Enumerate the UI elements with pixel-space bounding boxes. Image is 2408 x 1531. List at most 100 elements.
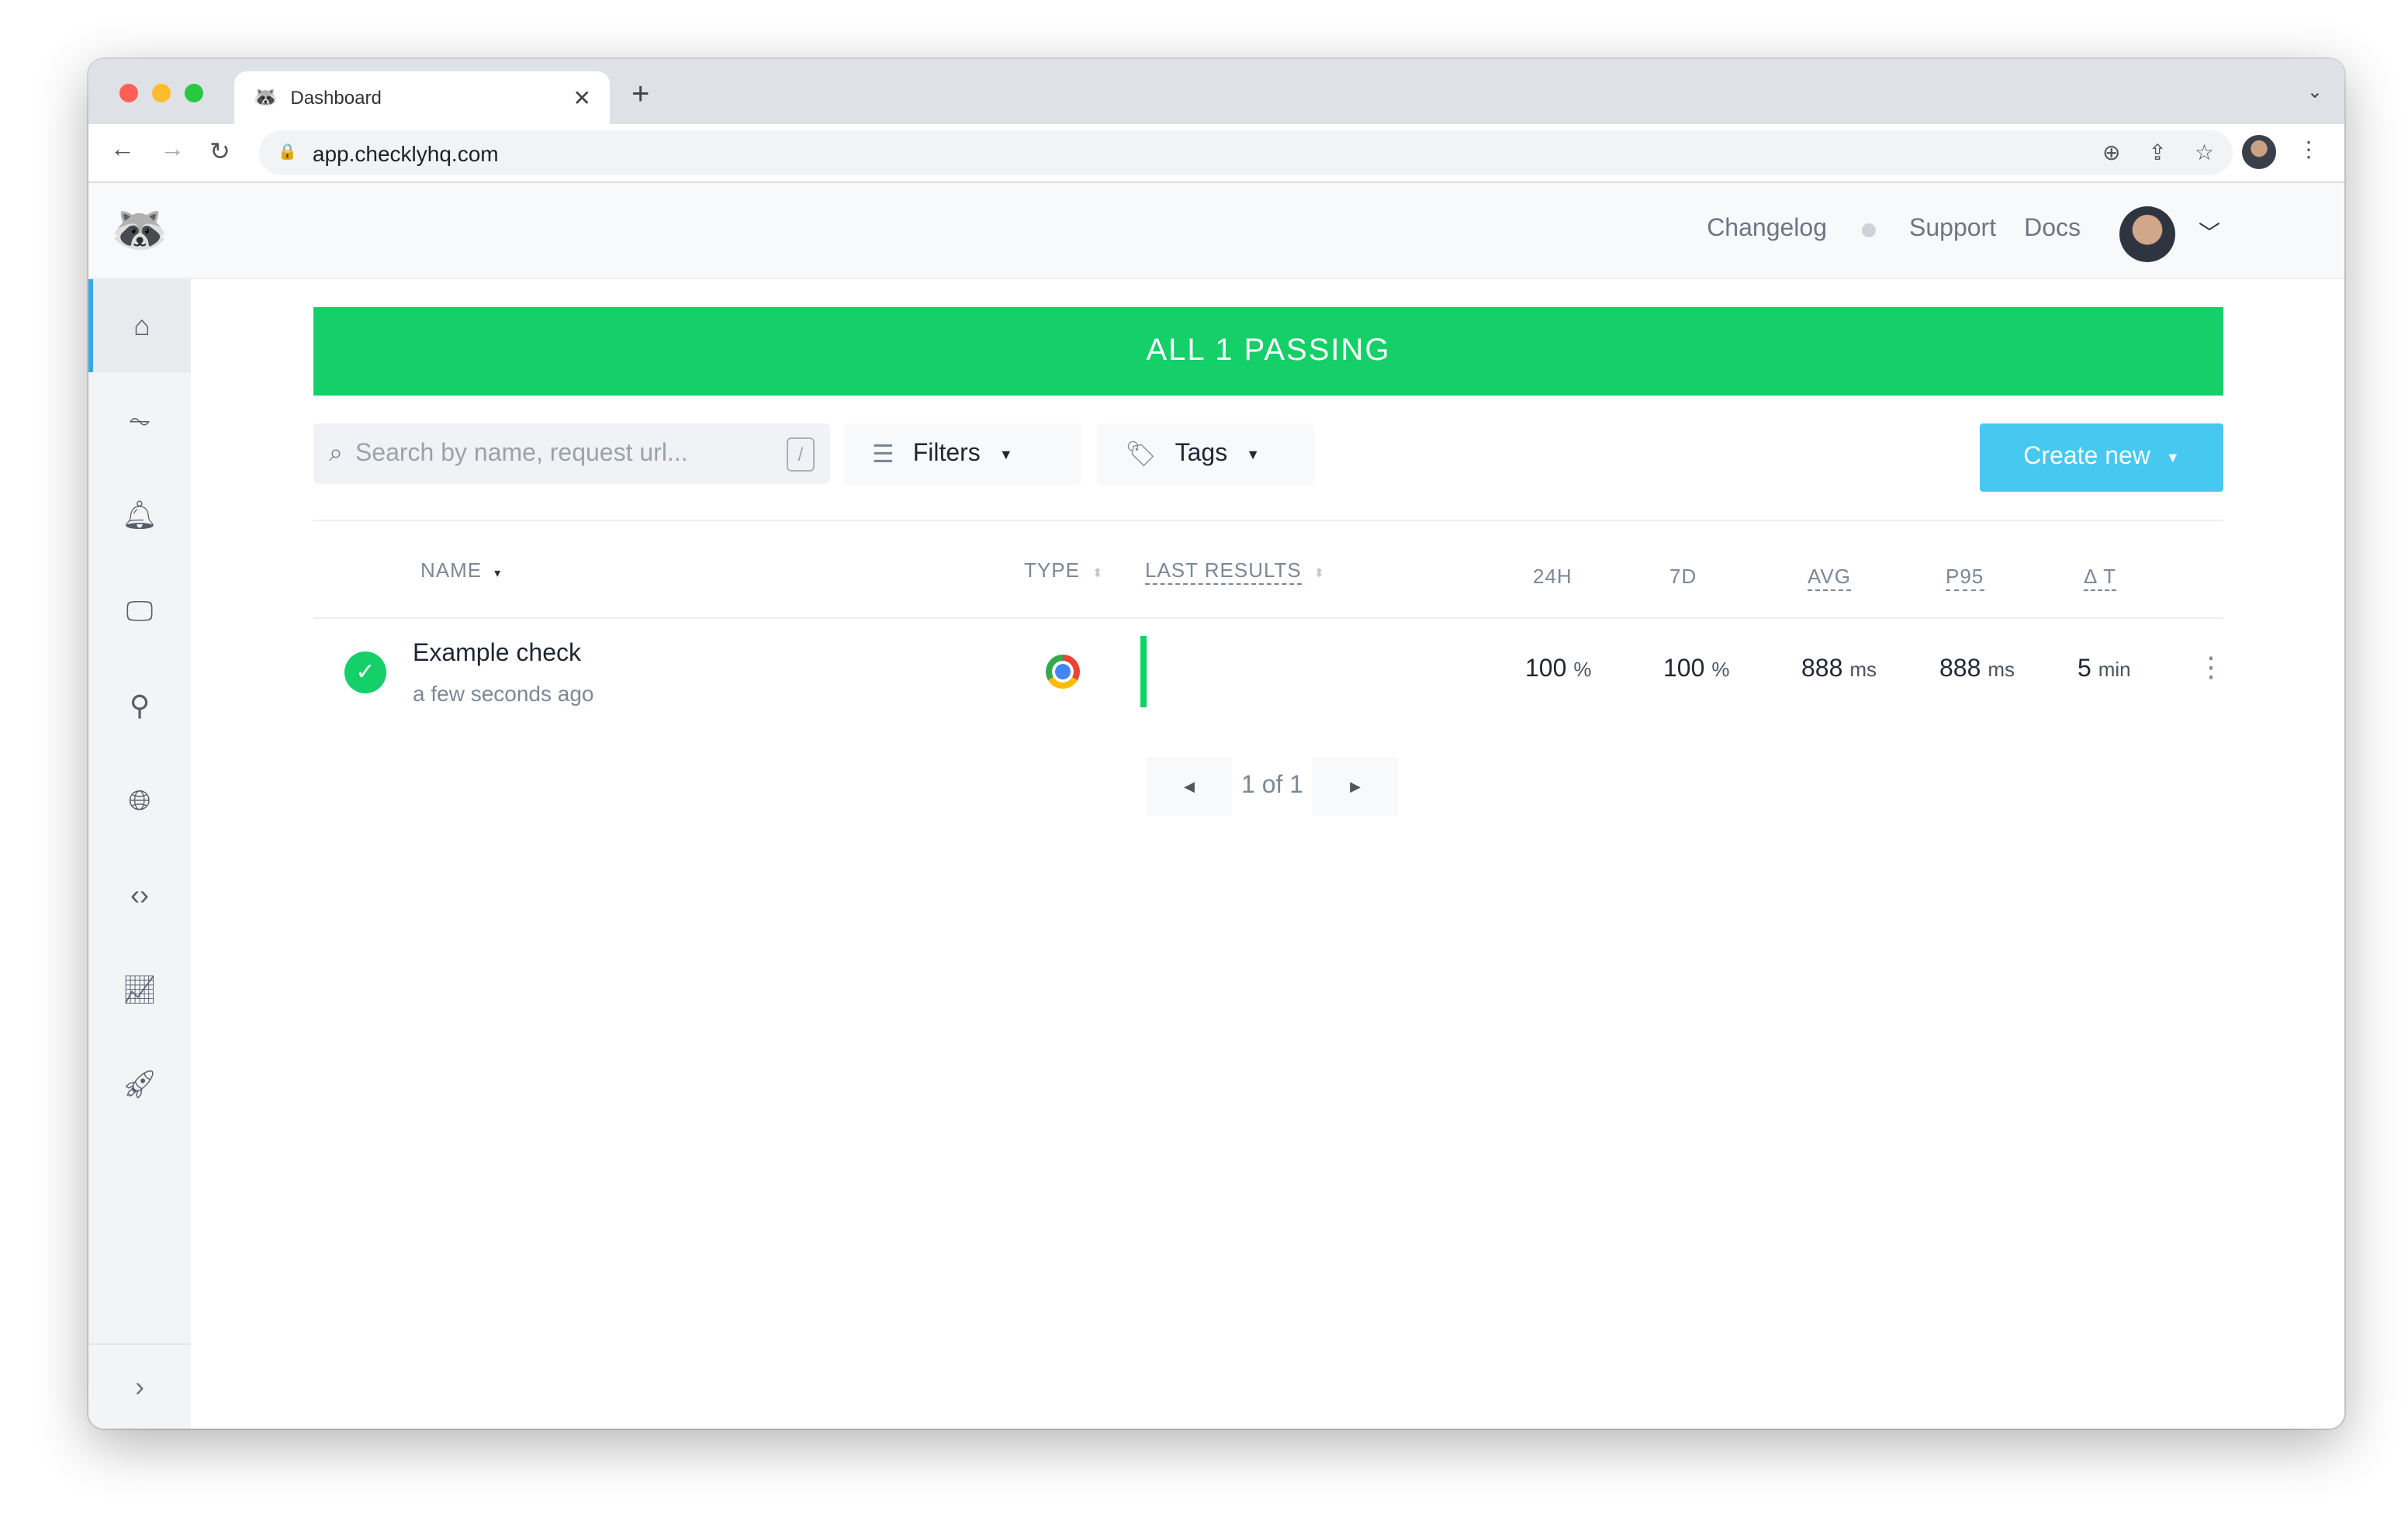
prev-page-button[interactable]: ◀ xyxy=(1147,757,1232,816)
chart-line-icon: 📈︎ xyxy=(122,973,157,1004)
sidebar-item-dashboards[interactable]: 🖵 xyxy=(88,565,191,658)
app-header: 🦝 Changelog Support Docs ﹀ xyxy=(88,183,2344,279)
tags-button[interactable]: 🏷︎ Tags ▼ xyxy=(1097,423,1314,486)
value-24h: 100 % xyxy=(1525,656,1591,684)
caret-down-icon: ▼ xyxy=(1246,447,1261,462)
result-bar-passing[interactable] xyxy=(1140,636,1147,707)
back-icon[interactable]: ← xyxy=(110,137,135,163)
value-number: 100 xyxy=(1525,656,1567,683)
close-window-button[interactable] xyxy=(119,84,138,102)
share-icon[interactable]: ⇪ xyxy=(2148,140,2167,164)
sort-icon: ▾ xyxy=(494,566,502,580)
tab-bar: 🦝 Dashboard ✕ + ⌄ xyxy=(88,59,2344,124)
value-7d: 100 % xyxy=(1663,656,1729,684)
sort-icon: ⬍ xyxy=(1092,566,1104,580)
next-page-button[interactable]: ▶ xyxy=(1313,757,1399,816)
user-avatar[interactable] xyxy=(2119,206,2175,262)
lock-icon: 🔒 xyxy=(278,144,297,161)
docs-link[interactable]: Docs xyxy=(2024,216,2081,242)
more-vert-icon[interactable]: ⋮ xyxy=(2298,137,2320,161)
maximize-window-button[interactable] xyxy=(185,84,203,102)
column-last-results-label: LAST RESULTS xyxy=(1145,558,1302,585)
caret-down-icon: ▼ xyxy=(2165,450,2180,465)
chevron-right-icon: › xyxy=(135,1370,144,1401)
tab-title: Dashboard xyxy=(290,87,382,109)
sidebar-item-getting-started[interactable]: 🚀︎ xyxy=(88,1038,191,1131)
table-row[interactable]: ✓ Example check a few seconds ago 100 % … xyxy=(313,617,2225,726)
column-7d: 7D xyxy=(1669,565,1697,588)
column-last-results[interactable]: LAST RESULTS ⬍ xyxy=(1145,558,1325,585)
value-unit: ms xyxy=(1988,658,2015,681)
expand-sidebar-button[interactable]: › xyxy=(88,1343,191,1429)
sidebar-item-reporting[interactable]: 📈︎ xyxy=(88,943,191,1036)
checkly-logo[interactable]: 🦝 xyxy=(110,205,169,256)
value-number: 100 xyxy=(1663,656,1705,683)
search-icon: ⌕ xyxy=(329,440,343,466)
check-updated: a few seconds ago xyxy=(413,681,594,706)
filter-icon: ☰ xyxy=(872,442,894,468)
column-name[interactable]: NAME ▾ xyxy=(420,558,501,582)
value-avg: 888 ms xyxy=(1801,656,1877,684)
column-24h: 24H xyxy=(1533,565,1572,588)
value-delta-t: 5 min xyxy=(2078,656,2131,684)
pagination: ◀ 1 of 1 ▶ xyxy=(1147,757,1399,816)
page-indicator: 1 of 1 xyxy=(1241,772,1304,799)
new-tab-icon[interactable]: + xyxy=(631,78,650,112)
minimize-window-button[interactable] xyxy=(152,84,171,102)
value-unit: % xyxy=(1573,658,1592,681)
sidebar-item-integrations[interactable]: ⚲ xyxy=(88,659,191,752)
bell-icon: 🔔︎ xyxy=(122,499,157,530)
sidebar-item-checks[interactable]: ⏦ xyxy=(88,374,191,467)
activity-icon: ⏦ xyxy=(128,404,151,435)
address-toolbar: ← → ↻ 🔒 app.checklyhq.com ⊕ ⇪ ☆ ⋮ xyxy=(88,124,2344,183)
value-number: 888 xyxy=(1939,656,1981,683)
zoom-icon[interactable]: ⊕ xyxy=(2102,140,2121,164)
status-banner: ALL 1 PASSING xyxy=(313,307,2223,396)
filters-label: Filters xyxy=(912,441,981,467)
value-number: 5 xyxy=(2078,656,2091,683)
value-p95: 888 ms xyxy=(1939,656,2015,684)
profile-avatar[interactable] xyxy=(2242,135,2276,169)
column-delta-t: Δ T xyxy=(2084,565,2117,591)
shortcut-hint: / xyxy=(787,437,815,471)
chevron-down-icon[interactable]: ﹀ xyxy=(2199,220,2220,245)
star-icon[interactable]: ☆ xyxy=(2194,140,2214,164)
raccoon-favicon-icon: 🦝 xyxy=(253,85,279,109)
sidebar-item-home[interactable]: ⌂ xyxy=(88,279,191,372)
chevron-down-icon[interactable]: ⌄ xyxy=(2306,81,2323,102)
value-number: 888 xyxy=(1801,656,1843,683)
browser-tab[interactable]: 🦝 Dashboard ✕ xyxy=(234,71,610,124)
column-p95: P95 xyxy=(1946,565,1984,591)
sidebar: ⌂ ⏦ 🔔︎ 🖵 ⚲ 🌐︎ ‹› 📈︎ 🚀︎ › xyxy=(88,279,191,1429)
url-text: app.checklyhq.com xyxy=(312,140,499,165)
column-type-label: TYPE xyxy=(1024,558,1080,582)
status-dot xyxy=(1861,223,1875,237)
column-name-label: NAME xyxy=(420,558,483,582)
create-new-button[interactable]: Create new ▼ xyxy=(1980,423,2223,492)
search-placeholder: Search by name, request url... xyxy=(355,440,688,466)
sidebar-item-snippets[interactable]: ‹› xyxy=(88,848,191,942)
address-bar[interactable]: 🔒 app.checklyhq.com ⊕ ⇪ ☆ xyxy=(259,130,2233,175)
divider xyxy=(313,520,2223,521)
column-avg: AVG xyxy=(1808,565,1851,591)
sidebar-item-alerts[interactable]: 🔔︎ xyxy=(88,468,191,562)
close-tab-icon[interactable]: ✕ xyxy=(573,85,591,109)
check-passing-icon: ✓ xyxy=(344,651,386,693)
column-type[interactable]: TYPE ⬍ xyxy=(1024,558,1103,582)
value-unit: ms xyxy=(1849,658,1877,681)
browser-window: 🦝 Dashboard ✕ + ⌄ ← → ↻ 🔒 app.checklyhq.… xyxy=(88,59,2344,1429)
filters-button[interactable]: ☰ Filters ▼ xyxy=(844,423,1081,486)
reload-icon[interactable]: ↻ xyxy=(209,140,230,166)
more-vert-icon[interactable]: ⋮ xyxy=(2197,651,2225,683)
value-unit: min xyxy=(2098,658,2131,681)
search-input[interactable]: ⌕ Search by name, request url... / xyxy=(313,423,830,484)
sidebar-item-locations[interactable]: 🌐︎ xyxy=(88,754,191,847)
check-name[interactable]: Example check xyxy=(413,641,581,667)
changelog-link[interactable]: Changelog xyxy=(1707,216,1827,242)
support-link[interactable]: Support xyxy=(1909,216,1997,242)
create-new-label: Create new xyxy=(2023,444,2150,470)
rocket-icon: 🚀︎ xyxy=(122,1068,157,1099)
chrome-icon xyxy=(1046,655,1080,689)
forward-icon[interactable]: → xyxy=(160,137,185,163)
globe-icon: 🌐︎ xyxy=(128,784,151,815)
